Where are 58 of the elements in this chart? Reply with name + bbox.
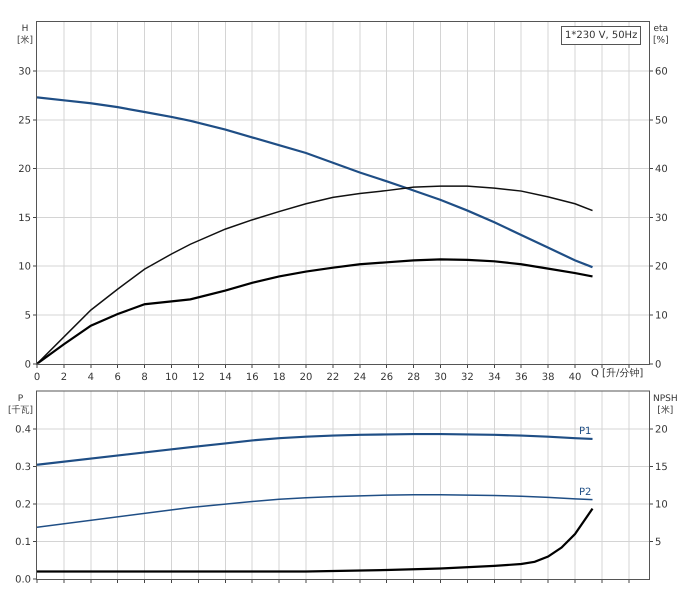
x-tick-label: 34 — [488, 372, 501, 383]
y2-axis-title: eta [%] — [653, 24, 669, 46]
line-series — [37, 494, 594, 528]
y2-tick-label: 5 — [655, 537, 662, 548]
y2-tick-label: 40 — [655, 164, 668, 176]
y2-tick-label: 30 — [655, 212, 668, 224]
x-tick-label: 8 — [141, 372, 148, 383]
x-tick-label: 0 — [34, 372, 40, 383]
y-axis-title: P [千瓦] — [8, 394, 34, 416]
x-tick-label: 40 — [568, 372, 582, 383]
x-tick-label: 30 — [434, 372, 447, 383]
y2-axis-title: NPSH [米] — [653, 394, 678, 416]
x-tick-label: 26 — [380, 372, 394, 383]
y2-tick-label: 10 — [655, 500, 668, 511]
y-tick-label: 15 — [18, 212, 31, 224]
x-tick-label: 14 — [218, 372, 232, 383]
y-tick-label: 20 — [18, 164, 31, 176]
y2-tick-label: 15 — [655, 462, 668, 474]
y-tick-label: 0.2 — [15, 500, 31, 511]
x-tick-label: 2 — [60, 372, 68, 383]
y2-tick-label: 20 — [655, 262, 668, 273]
x-tick-label: 4 — [88, 372, 94, 383]
series-label: P1 — [579, 426, 592, 437]
x-tick-label: 10 — [165, 372, 178, 383]
y2-tick-label: 50 — [655, 115, 668, 126]
y-tick-label: 0.4 — [15, 424, 31, 436]
x-tick-label: 18 — [272, 372, 286, 383]
x-axis-title: Q [升/分钟] — [591, 367, 644, 379]
y-tick-label: 0.3 — [15, 462, 31, 474]
x-tick-label: 12 — [192, 372, 205, 383]
y-tick-label: 0.0 — [15, 574, 31, 586]
x-tick-label: 24 — [353, 372, 366, 383]
y-tick-label: 0.1 — [15, 537, 31, 548]
y2-tick-label: 20 — [655, 424, 668, 436]
y-tick-label: 5 — [24, 310, 31, 322]
annotation: 1*230 V, 50Hz — [565, 30, 638, 41]
y-tick-label: 30 — [18, 66, 31, 78]
line-series — [37, 258, 594, 364]
y-tick-label: 10 — [18, 262, 31, 273]
y2-tick-label: 0 — [655, 359, 662, 370]
x-tick-label: 20 — [300, 372, 312, 383]
series-label: P2 — [579, 487, 592, 498]
line-series — [37, 432, 594, 466]
line-series — [37, 185, 594, 364]
y-tick-label: 0 — [24, 359, 31, 370]
line-series — [37, 507, 594, 573]
line-series — [37, 96, 594, 268]
x-tick-label: 32 — [461, 372, 474, 383]
y-axis-title: H [米] — [17, 24, 34, 46]
x-tick-label: 16 — [246, 372, 259, 383]
y-tick-label: 25 — [18, 115, 31, 126]
x-tick-label: 22 — [326, 372, 340, 383]
y2-tick-label: 10 — [655, 310, 668, 322]
y2-tick-label: 60 — [655, 66, 668, 78]
x-tick-label: 28 — [407, 372, 420, 383]
x-tick-label: 36 — [514, 372, 528, 383]
x-tick-label: 6 — [114, 372, 121, 383]
x-tick-label: 38 — [542, 372, 554, 383]
